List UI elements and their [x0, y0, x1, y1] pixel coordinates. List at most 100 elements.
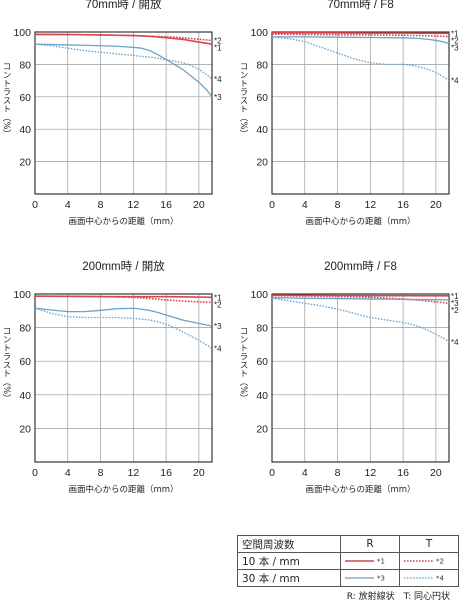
series-end-label: *2 [214, 300, 222, 309]
x-tick-label: 20 [193, 467, 205, 479]
x-tick-label: 12 [364, 199, 376, 211]
x-tick-label: 20 [193, 199, 205, 211]
y-tick-label: 100 [250, 27, 268, 39]
y-axis-label: コントラスト（%） [238, 327, 248, 403]
x-tick-label: 16 [160, 199, 172, 211]
series-end-label: *4 [451, 77, 459, 86]
x-tick-label: 4 [302, 199, 308, 211]
y-tick-label: 20 [19, 423, 31, 435]
series-line [272, 298, 449, 300]
x-tick-label: 16 [397, 467, 409, 479]
y-tick-label: 100 [13, 27, 31, 39]
y-tick-label: 40 [256, 390, 268, 402]
y-axis-label: コントラスト（%） [238, 62, 248, 138]
x-tick-label: 16 [160, 467, 172, 479]
y-tick-label: 80 [19, 323, 31, 335]
x-tick-label: 8 [98, 467, 104, 479]
y-tick-label: 60 [256, 92, 268, 104]
y-tick-label: 20 [256, 157, 268, 169]
legend-header-t: T [400, 536, 459, 553]
y-tick-label: 100 [250, 289, 268, 301]
legend-footnote: R: 放射線状 T: 同心円状 [347, 589, 450, 602]
legend-r-30-cell: *3 [341, 570, 400, 587]
x-tick-label: 12 [364, 467, 376, 479]
legend-row-30: 30 本 / mm *3 *4 [238, 570, 459, 587]
series-line [272, 34, 449, 36]
legend-r-30-swatch: *3 [341, 570, 399, 586]
x-tick-label: 0 [269, 199, 275, 211]
x-tick-label: 20 [430, 467, 442, 479]
legend-t-10-cell: *2 [400, 553, 459, 570]
legend-row-10: 10 本 / mm *1 *2 [238, 553, 459, 570]
chart-panel: 200mm時 / 開放 0 4 8 12 16 20 20 40 60 80 100 画面中心からの距離… [1, 259, 222, 495]
x-axis-label: 画面中心からの距離（mm） [305, 216, 415, 227]
series-end-label: *3 [214, 93, 222, 102]
y-tick-label: 80 [256, 59, 268, 71]
x-axis-label: 画面中心からの距離（mm） [68, 484, 178, 495]
y-tick-label: 60 [19, 356, 31, 368]
x-tick-label: 0 [32, 199, 38, 211]
plot-frame [35, 32, 212, 194]
series-line [35, 308, 212, 326]
legend-r-10-swatch: *1 [341, 553, 399, 569]
y-tick-label: 20 [19, 157, 31, 169]
legend-row-label: 30 本 / mm [238, 570, 341, 587]
y-tick-label: 40 [19, 390, 31, 402]
y-tick-label: 40 [256, 124, 268, 136]
series-line [272, 37, 449, 81]
y-tick-label: 60 [256, 356, 268, 368]
legend-r-10-mark: *1 [377, 558, 385, 566]
x-tick-label: 16 [397, 199, 409, 211]
series-line [35, 44, 212, 79]
plot-frame [35, 294, 212, 462]
series-line [35, 44, 212, 97]
legend-table: 空間周波数 R T 10 本 / mm *1 *2 30 本 / mm *3 [237, 535, 459, 587]
plot-frame [272, 294, 449, 462]
y-tick-label: 60 [19, 92, 31, 104]
series-end-label: *4 [214, 75, 222, 84]
y-tick-label: 80 [19, 59, 31, 71]
y-axis-label: コントラスト（%） [1, 62, 11, 138]
x-tick-label: 4 [302, 467, 308, 479]
series-line [272, 295, 449, 296]
legend-header-row: 空間周波数 R T [238, 536, 459, 553]
x-tick-label: 4 [65, 199, 71, 211]
series-line [272, 37, 449, 43]
x-axis-label: 画面中心からの距離（mm） [68, 216, 178, 227]
chart-title: 70mm時 / 開放 [85, 0, 162, 11]
legend-header-frequency: 空間周波数 [238, 536, 341, 553]
y-axis-label: コントラスト（%） [1, 327, 11, 403]
legend-t-30-swatch: *4 [400, 570, 458, 586]
plot-frame [272, 32, 449, 194]
chart-title: 200mm時 / 開放 [82, 259, 165, 273]
y-tick-label: 80 [256, 323, 268, 335]
series-end-label: *3 [451, 43, 459, 52]
legend-header-r: R [341, 536, 400, 553]
legend-r-10-cell: *1 [341, 553, 400, 570]
chart-title: 200mm時 / F8 [324, 260, 397, 273]
series-line [35, 308, 212, 348]
legend-t-10-swatch: *2 [400, 553, 458, 569]
chart-panel: 70mm時 / 開放 0 4 8 12 16 20 20 40 60 80 100 画面中心からの距離（… [1, 0, 222, 227]
legend-t-30-cell: *4 [400, 570, 459, 587]
series-end-label: *3 [214, 322, 222, 331]
series-end-label: *1 [214, 43, 222, 52]
legend-r-30-mark: *3 [377, 575, 385, 583]
series-end-label: *4 [451, 338, 459, 347]
x-tick-label: 0 [269, 467, 275, 479]
x-tick-label: 0 [32, 467, 38, 479]
y-tick-label: 100 [13, 289, 31, 301]
y-tick-label: 20 [256, 423, 268, 435]
series-end-label: *4 [214, 345, 222, 354]
x-tick-label: 8 [335, 199, 341, 211]
series-line [272, 298, 449, 342]
x-tick-label: 8 [98, 199, 104, 211]
y-tick-label: 40 [19, 124, 31, 136]
x-tick-label: 12 [127, 199, 139, 211]
legend-t-30-mark: *4 [436, 575, 445, 583]
x-tick-label: 12 [127, 467, 139, 479]
x-tick-label: 4 [65, 467, 71, 479]
